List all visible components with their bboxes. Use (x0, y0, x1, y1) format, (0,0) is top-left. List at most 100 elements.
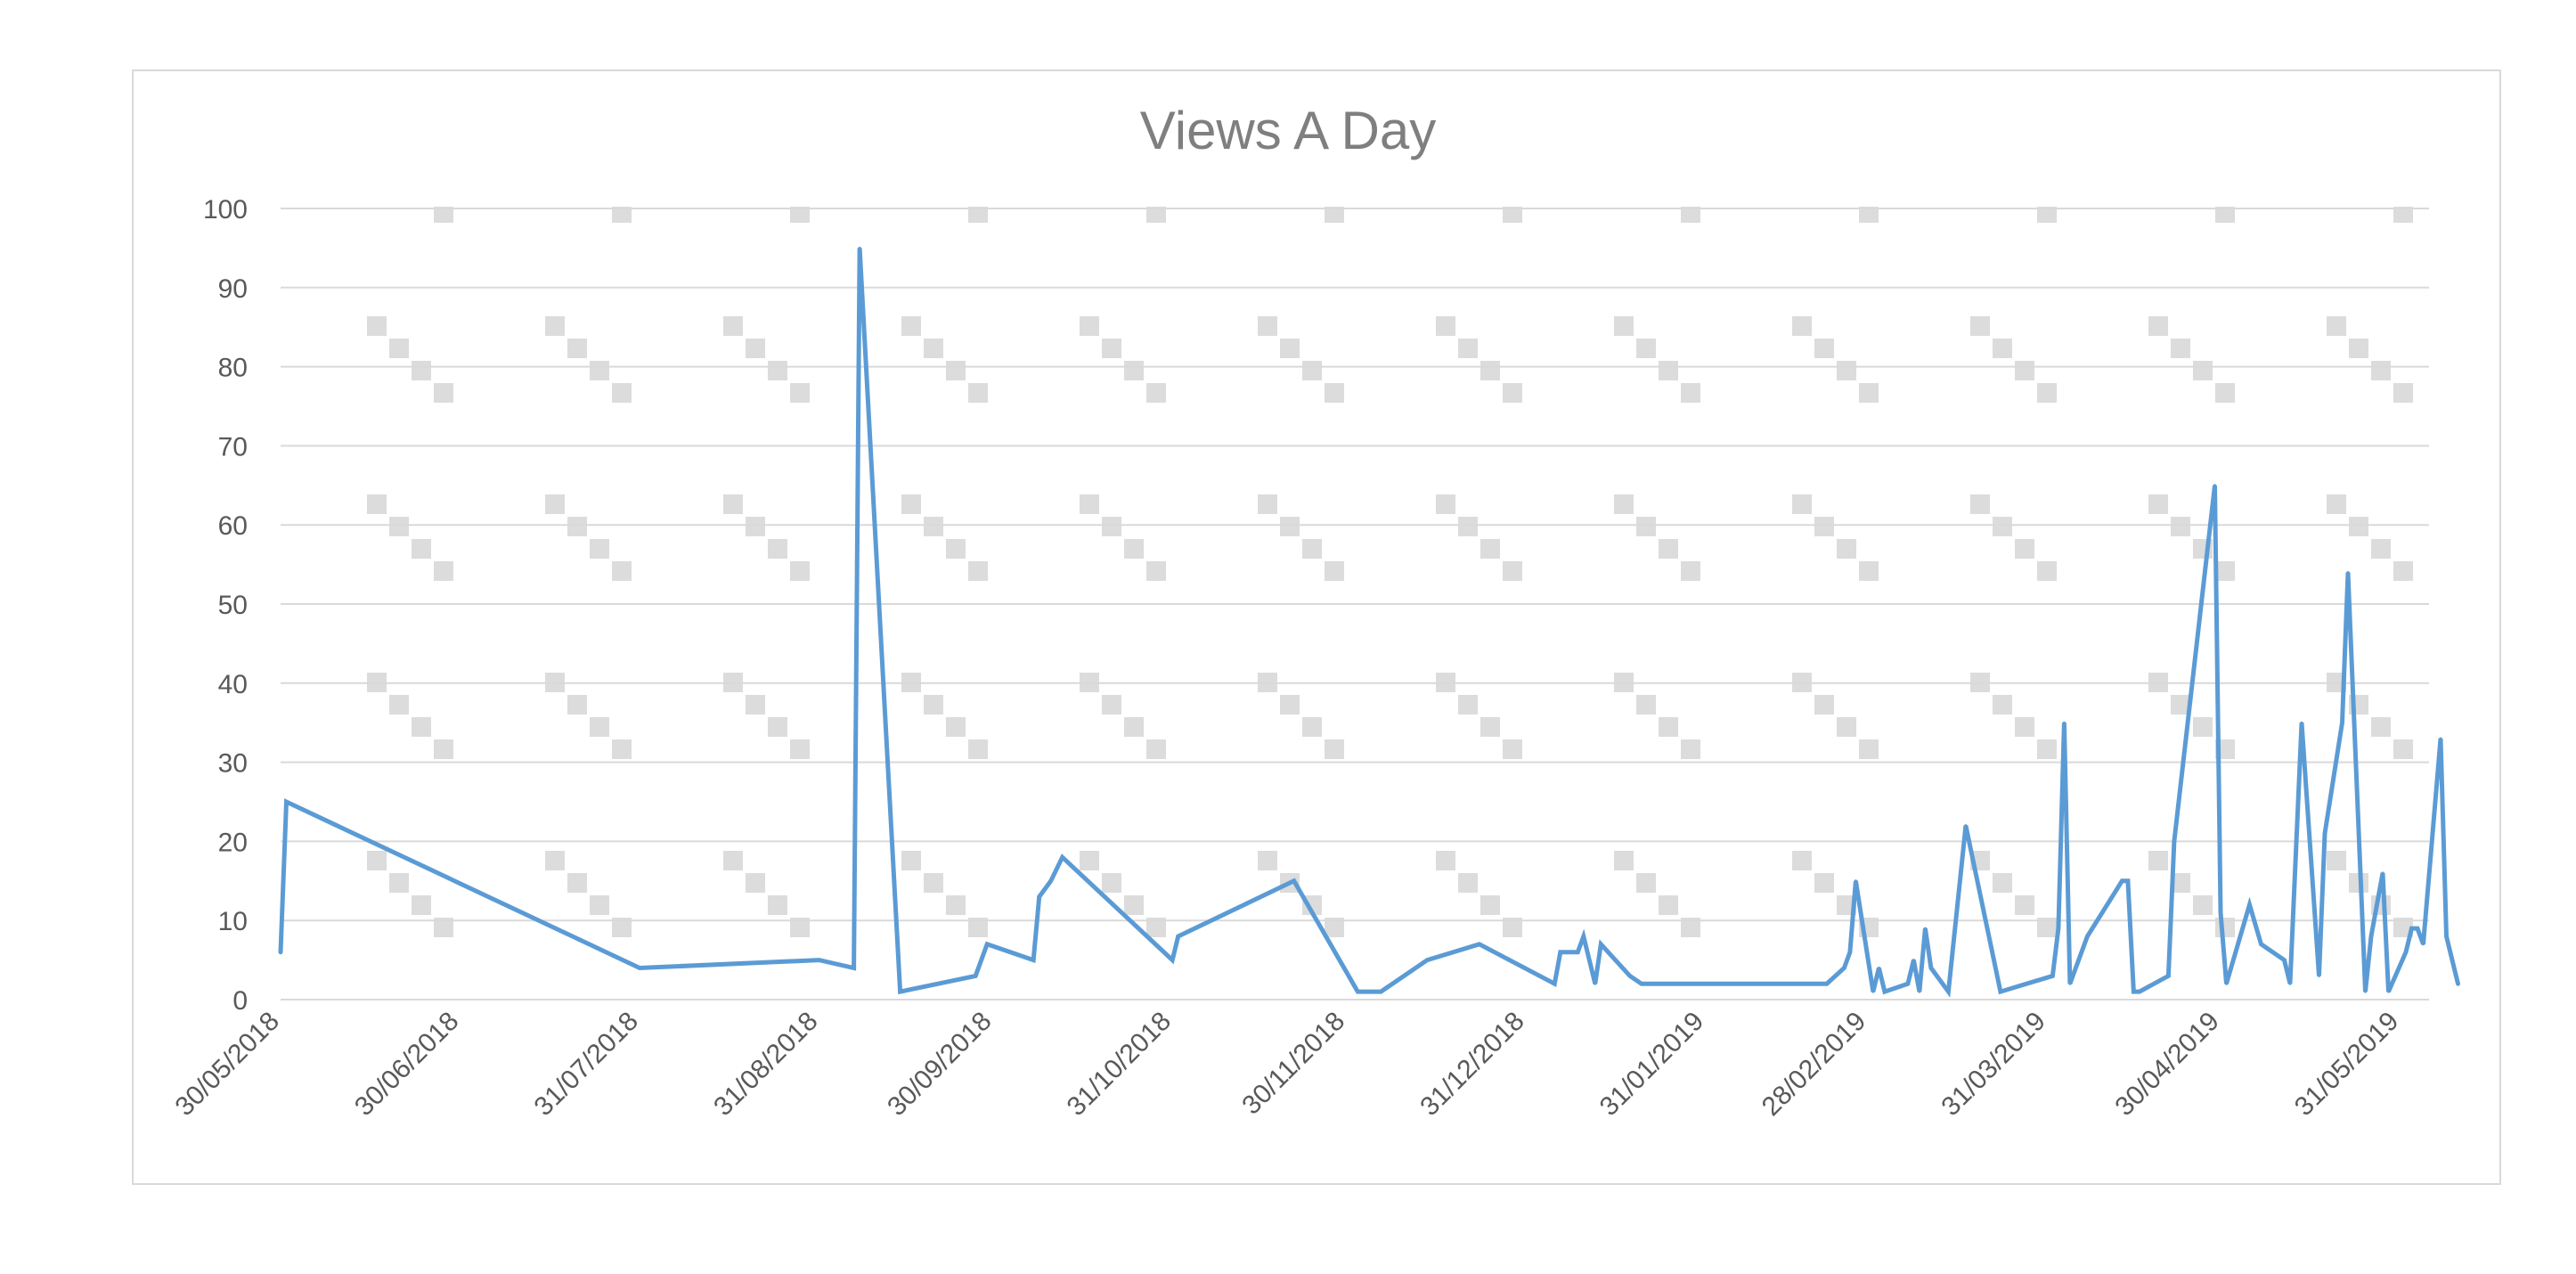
watermark-tile (1859, 207, 1879, 223)
data-point (1478, 943, 1481, 946)
data-point (2283, 959, 2286, 962)
watermark-tile (612, 383, 632, 403)
watermark-tile (1659, 717, 1678, 737)
data-point (1594, 982, 1597, 985)
watermark-tile (1681, 383, 1700, 403)
data-point (285, 800, 288, 804)
watermark-tile (1102, 339, 1121, 358)
watermark-tile (434, 918, 453, 937)
watermark-tile (1302, 539, 1322, 559)
chart-title: Views A Day (1139, 101, 1437, 160)
watermark-tile (1503, 561, 1522, 581)
data-point (1929, 967, 1933, 969)
watermark-tile (1480, 361, 1500, 380)
y-tick-label: 20 (218, 828, 248, 857)
data-point (985, 943, 989, 946)
gridlines (281, 208, 2429, 1000)
y-tick-label: 90 (218, 274, 248, 304)
data-point (2422, 943, 2425, 946)
watermark-tile (1480, 717, 1500, 737)
watermark-tile (1970, 316, 1990, 336)
watermark-tile (567, 339, 587, 358)
y-tick-label: 0 (232, 986, 248, 1016)
watermark-tile (1480, 539, 1500, 559)
data-point (1918, 990, 1921, 993)
data-point (858, 246, 861, 249)
watermark-tile (1837, 717, 1856, 737)
watermark-tile (768, 539, 787, 559)
data-point (1599, 943, 1602, 946)
watermark-tile (367, 494, 387, 514)
watermark-tile (590, 539, 609, 559)
watermark-tile (1458, 695, 1478, 715)
watermark-tile (434, 739, 453, 759)
watermark-tile (1102, 873, 1121, 893)
y-tick-label: 50 (218, 591, 248, 620)
watermark-tile (1503, 918, 1522, 937)
data-point (2300, 721, 2303, 724)
data-point (1553, 982, 1556, 985)
watermark-tile (1792, 316, 1812, 336)
data-point (1883, 990, 1887, 993)
watermark-tile (2327, 316, 2346, 336)
data-point (2062, 721, 2066, 724)
watermark-tile (1993, 873, 2012, 893)
watermark-tile (1146, 561, 1166, 581)
watermark-tile (1503, 739, 1522, 759)
watermark-tile (1659, 361, 1678, 380)
watermark-tile (790, 561, 810, 581)
watermark-tile (1146, 739, 1166, 759)
watermark-tile (1458, 873, 1478, 893)
watermark-tile (1614, 494, 1634, 514)
data-point (2346, 571, 2350, 574)
data-point (2126, 879, 2130, 883)
watermark-tile (612, 561, 632, 581)
watermark-tile (545, 316, 565, 336)
y-tick-label: 60 (218, 511, 248, 541)
x-tick-label: 28/02/2019 (1757, 1007, 1872, 1123)
y-tick-label: 70 (218, 432, 248, 461)
watermark-tile (2015, 895, 2034, 915)
watermark-tile (389, 517, 409, 536)
watermark-tile (2037, 561, 2057, 581)
watermark-tile (1480, 895, 1500, 915)
watermark-tile (1325, 739, 1344, 759)
data-point (1582, 935, 1586, 938)
watermark-tile (1436, 316, 1455, 336)
data-point (1999, 990, 2002, 993)
watermark-tile (2015, 717, 2034, 737)
data-point (2439, 737, 2442, 740)
watermark-tile (790, 383, 810, 403)
data-point (1848, 951, 1852, 954)
data-point (1946, 990, 1950, 993)
x-tick-label: 31/01/2019 (1594, 1007, 1710, 1123)
watermark-tile (790, 739, 810, 759)
data-point (2288, 982, 2292, 985)
data-point (279, 951, 282, 954)
watermark-tile (412, 361, 431, 380)
y-tick-label: 40 (218, 670, 248, 699)
watermark-tile (1659, 539, 1678, 559)
watermark-tile (2148, 494, 2168, 514)
data-point (2369, 935, 2373, 938)
watermark-tile (946, 361, 966, 380)
data-point (1038, 895, 1041, 899)
watermark-tile (1436, 494, 1455, 514)
watermark-tile (1859, 383, 1879, 403)
watermark-tile (612, 207, 632, 223)
data-point (2260, 943, 2262, 946)
watermark-tile (2171, 517, 2190, 536)
data-point (1842, 967, 1846, 969)
data-point (1640, 982, 1643, 985)
watermark-tile (389, 873, 409, 893)
watermark-tile (2148, 316, 2168, 336)
watermark-tile (768, 895, 787, 915)
watermark-tile (2393, 918, 2413, 937)
data-point (1177, 935, 1180, 938)
data-point (1292, 879, 1296, 883)
watermark-tile (2327, 851, 2346, 870)
watermark-tile (1503, 207, 1522, 223)
watermark-tile (1325, 561, 1344, 581)
watermark-tile (2215, 561, 2235, 581)
watermark-tile (2393, 383, 2413, 403)
